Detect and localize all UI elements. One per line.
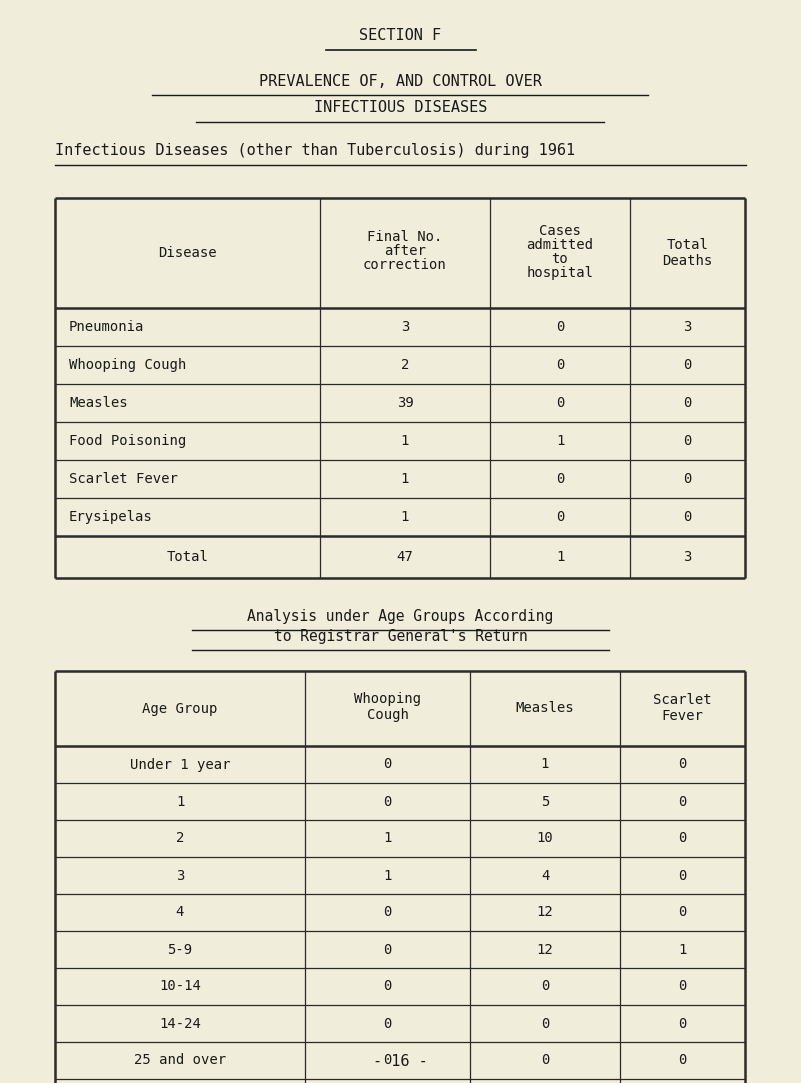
Text: SECTION F: SECTION F bbox=[360, 27, 441, 42]
Text: 0: 0 bbox=[678, 832, 686, 846]
Text: Age Group: Age Group bbox=[143, 702, 218, 716]
Text: Measles: Measles bbox=[516, 702, 574, 716]
Text: Cases: Cases bbox=[539, 224, 581, 238]
Text: 1: 1 bbox=[556, 550, 564, 564]
Text: 5-9: 5-9 bbox=[167, 942, 192, 956]
Text: 0: 0 bbox=[556, 396, 564, 410]
Text: Final No.: Final No. bbox=[368, 230, 443, 244]
Text: 0: 0 bbox=[384, 1017, 392, 1031]
Text: 3: 3 bbox=[175, 869, 184, 883]
Text: 0: 0 bbox=[678, 795, 686, 809]
Text: 2: 2 bbox=[400, 358, 409, 371]
Text: 0: 0 bbox=[384, 979, 392, 993]
Text: 0: 0 bbox=[556, 472, 564, 486]
Text: 0: 0 bbox=[678, 979, 686, 993]
Text: 12: 12 bbox=[537, 905, 553, 919]
Text: 0: 0 bbox=[683, 396, 692, 410]
Text: Deaths: Deaths bbox=[662, 255, 713, 268]
Text: Fever: Fever bbox=[662, 708, 703, 722]
Text: 0: 0 bbox=[678, 905, 686, 919]
Text: 0: 0 bbox=[556, 510, 564, 524]
Text: 0: 0 bbox=[384, 1054, 392, 1068]
Text: Disease: Disease bbox=[158, 246, 217, 260]
Text: 14-24: 14-24 bbox=[159, 1017, 201, 1031]
Text: Whooping: Whooping bbox=[354, 692, 421, 706]
Text: 0: 0 bbox=[678, 869, 686, 883]
Text: 1: 1 bbox=[384, 869, 392, 883]
Text: 0: 0 bbox=[678, 1054, 686, 1068]
Text: 1: 1 bbox=[541, 757, 549, 771]
Text: to: to bbox=[552, 252, 569, 266]
Text: 0: 0 bbox=[384, 795, 392, 809]
Text: 10: 10 bbox=[537, 832, 553, 846]
Text: 0: 0 bbox=[556, 358, 564, 371]
Text: INFECTIOUS DISEASES: INFECTIOUS DISEASES bbox=[314, 101, 487, 116]
Text: 47: 47 bbox=[396, 550, 413, 564]
Text: 0: 0 bbox=[683, 434, 692, 448]
Text: 0: 0 bbox=[384, 942, 392, 956]
Text: PREVALENCE OF, AND CONTROL OVER: PREVALENCE OF, AND CONTROL OVER bbox=[259, 74, 542, 89]
Text: 5: 5 bbox=[541, 795, 549, 809]
Text: 4: 4 bbox=[175, 905, 184, 919]
Text: Analysis under Age Groups According: Analysis under Age Groups According bbox=[248, 609, 553, 624]
Text: to Registrar General's Return: to Registrar General's Return bbox=[274, 628, 527, 643]
Text: Scarlet Fever: Scarlet Fever bbox=[69, 472, 178, 486]
Text: 3: 3 bbox=[683, 319, 692, 334]
Text: Cough: Cough bbox=[367, 708, 409, 722]
Text: 0: 0 bbox=[384, 757, 392, 771]
Text: Whooping Cough: Whooping Cough bbox=[69, 358, 187, 371]
Text: Erysipelas: Erysipelas bbox=[69, 510, 153, 524]
Text: 1: 1 bbox=[400, 472, 409, 486]
Text: 10-14: 10-14 bbox=[159, 979, 201, 993]
Text: 3: 3 bbox=[683, 550, 692, 564]
Text: after: after bbox=[384, 244, 426, 258]
Text: 0: 0 bbox=[384, 905, 392, 919]
Text: Scarlet: Scarlet bbox=[653, 692, 712, 706]
Text: 0: 0 bbox=[683, 472, 692, 486]
Text: 4: 4 bbox=[541, 869, 549, 883]
Text: - 16 -: - 16 - bbox=[373, 1054, 428, 1069]
Text: 0: 0 bbox=[541, 979, 549, 993]
Text: 0: 0 bbox=[683, 510, 692, 524]
Text: 1: 1 bbox=[384, 832, 392, 846]
Text: hospital: hospital bbox=[526, 266, 594, 280]
Text: Under 1 year: Under 1 year bbox=[130, 757, 230, 771]
Text: 0: 0 bbox=[678, 1017, 686, 1031]
Text: admitted: admitted bbox=[526, 238, 594, 252]
Text: 0: 0 bbox=[556, 319, 564, 334]
Text: 1: 1 bbox=[678, 942, 686, 956]
Text: 12: 12 bbox=[537, 942, 553, 956]
Text: 39: 39 bbox=[396, 396, 413, 410]
Text: 1: 1 bbox=[400, 510, 409, 524]
Text: 0: 0 bbox=[541, 1054, 549, 1068]
Text: 1: 1 bbox=[400, 434, 409, 448]
Text: Pneumonia: Pneumonia bbox=[69, 319, 144, 334]
Text: Food Poisoning: Food Poisoning bbox=[69, 434, 187, 448]
Text: 0: 0 bbox=[683, 358, 692, 371]
Text: correction: correction bbox=[363, 258, 447, 272]
Text: 1: 1 bbox=[175, 795, 184, 809]
Text: 3: 3 bbox=[400, 319, 409, 334]
Text: 0: 0 bbox=[678, 757, 686, 771]
Text: Measles: Measles bbox=[69, 396, 127, 410]
Text: 1: 1 bbox=[556, 434, 564, 448]
Text: Infectious Diseases (other than Tuberculosis) during 1961: Infectious Diseases (other than Tubercul… bbox=[55, 143, 575, 157]
Text: 25 and over: 25 and over bbox=[134, 1054, 226, 1068]
Text: Total: Total bbox=[167, 550, 208, 564]
Text: 0: 0 bbox=[541, 1017, 549, 1031]
Text: 2: 2 bbox=[175, 832, 184, 846]
Text: Total: Total bbox=[666, 238, 708, 252]
